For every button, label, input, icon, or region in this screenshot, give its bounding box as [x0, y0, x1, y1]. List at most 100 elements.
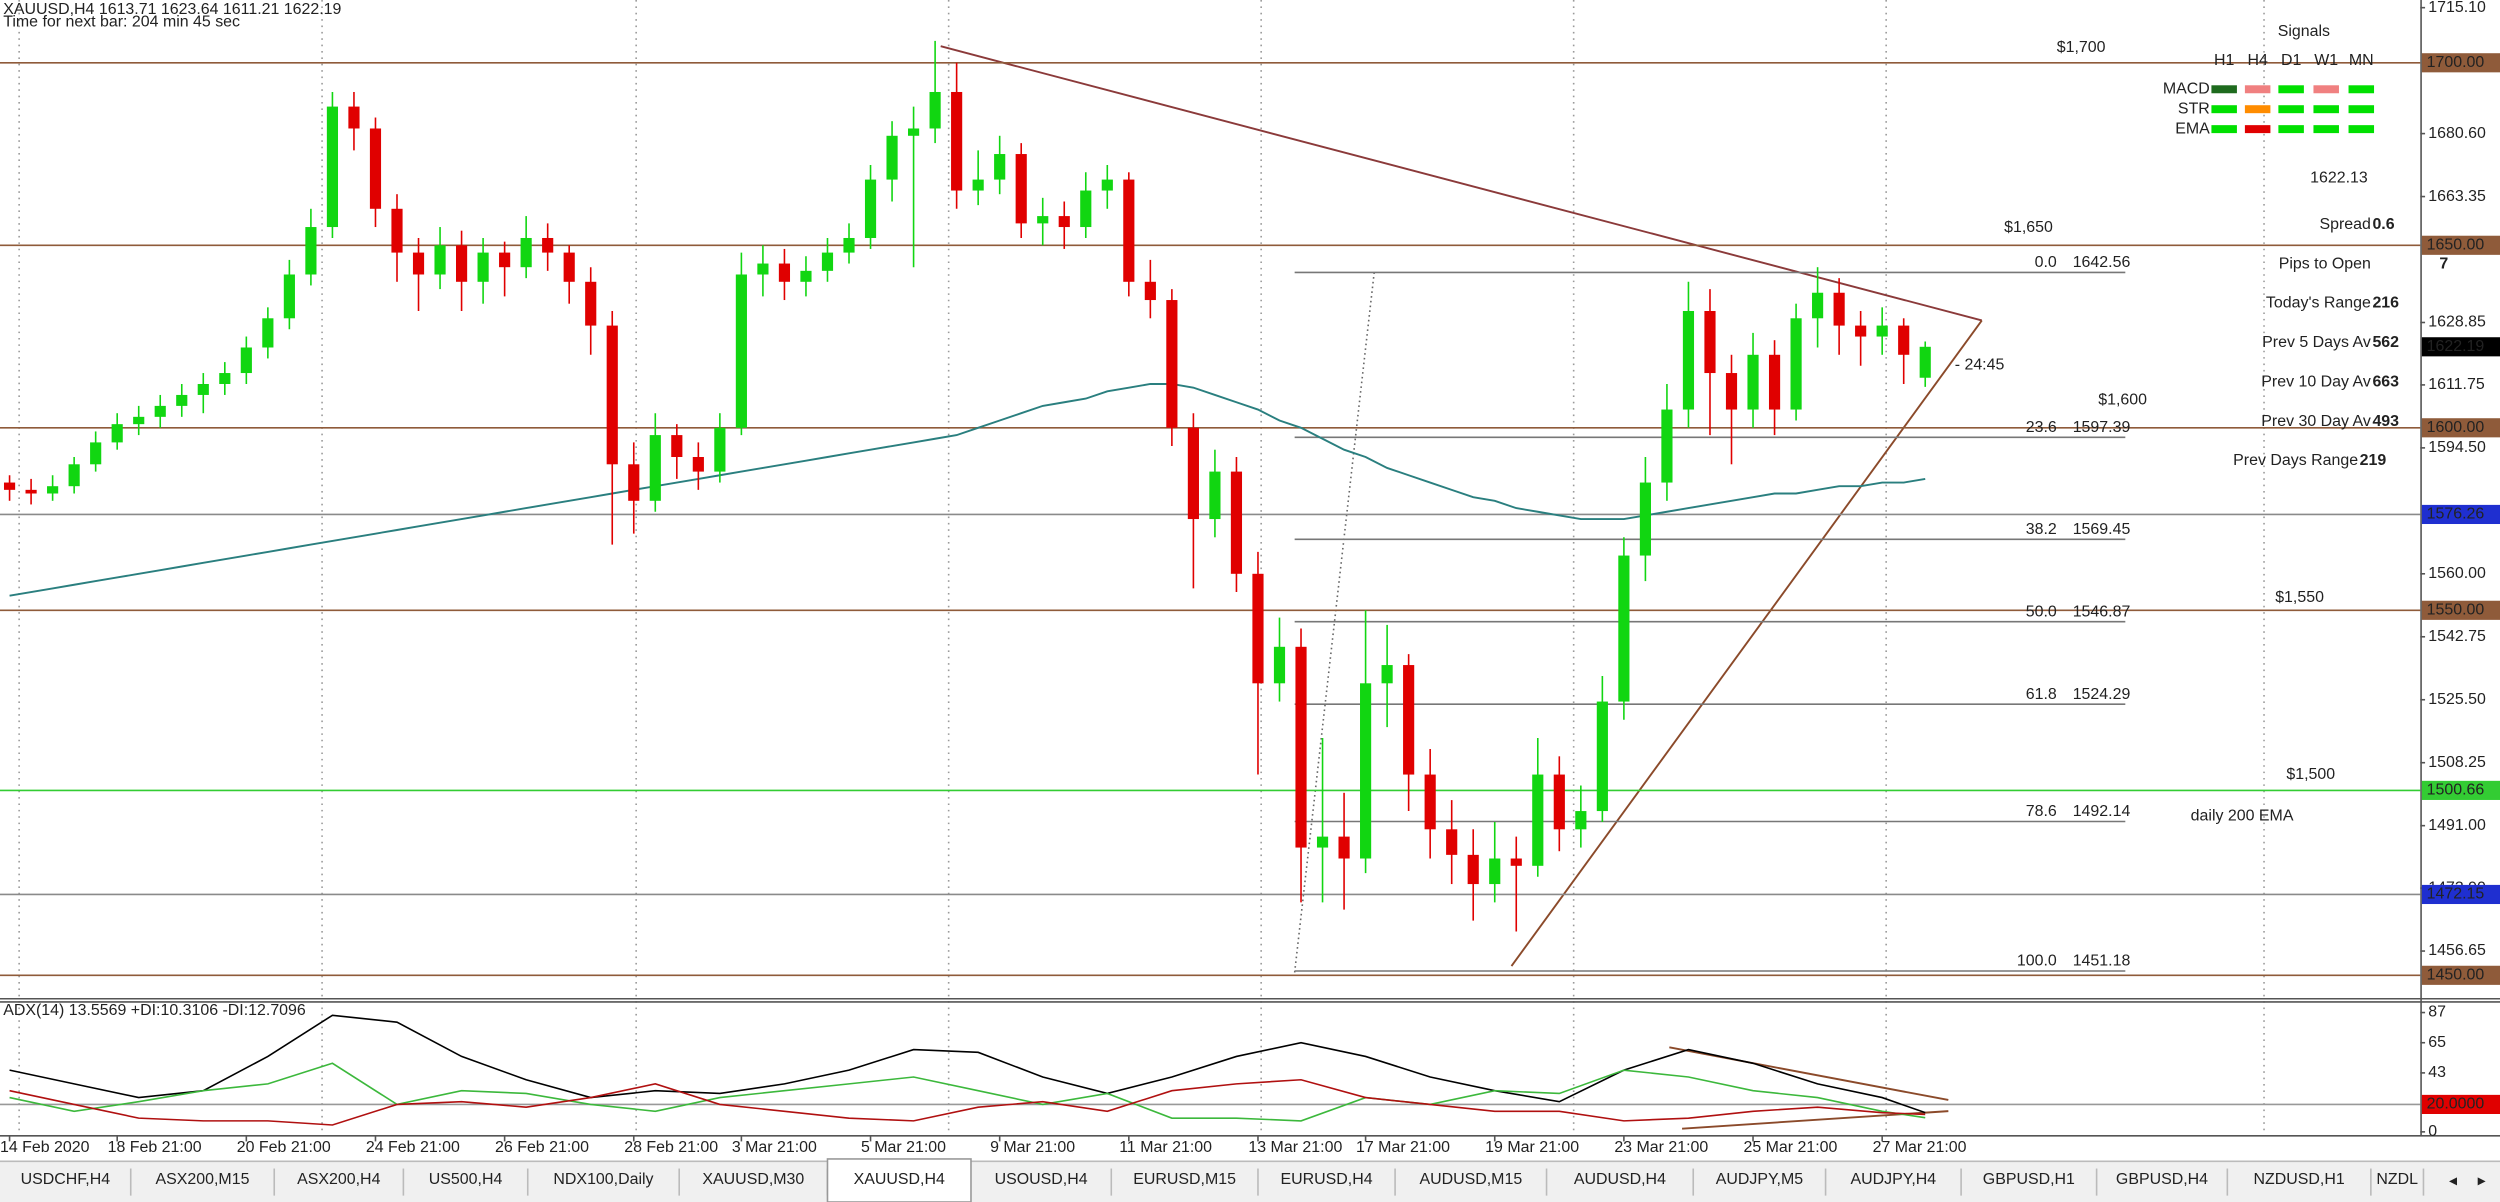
candle-body — [391, 208, 403, 253]
bid-box — [2421, 337, 2500, 357]
candle-body — [1596, 701, 1608, 812]
candle-body — [908, 128, 920, 136]
tab[interactable]: AUDJPY,M5 — [1716, 1171, 1804, 1188]
x-tick-label: 17 Mar 21:00 — [1356, 1139, 1450, 1156]
signal-cell — [2313, 105, 2339, 114]
candle-body — [972, 179, 984, 191]
y-tick-label: 1594.50 — [2428, 439, 2486, 456]
candle-body — [1510, 858, 1522, 866]
signal-cell — [2278, 125, 2304, 134]
info-label: Pips to Open — [2279, 255, 2371, 272]
candle-body — [821, 252, 834, 271]
signal-row-name: EMA — [2175, 120, 2210, 137]
x-tick-label: 20 Feb 21:00 — [237, 1139, 331, 1156]
candle-body — [1725, 373, 1738, 410]
x-tick-label: 24 Feb 21:00 — [366, 1139, 460, 1156]
tab[interactable]: NZDUSD,H1 — [2253, 1171, 2344, 1188]
x-tick-label: 13 Mar 21:00 — [1248, 1139, 1342, 1156]
adx-line — [9, 1062, 1926, 1122]
candle-body — [1015, 154, 1027, 224]
tab[interactable]: ASX200,H4 — [297, 1171, 380, 1188]
tab[interactable]: NZDL — [2376, 1171, 2418, 1188]
candle-body — [1618, 555, 1630, 702]
level-box — [2421, 53, 2500, 73]
level-label: 1550.00 — [2427, 602, 2485, 619]
tab-bar — [0, 1160, 2500, 1202]
level-annotation: $1,600 — [2098, 391, 2147, 408]
trend-line — [940, 45, 1983, 322]
candle-body — [843, 237, 855, 253]
tab[interactable]: EURUSD,M15 — [1133, 1171, 1236, 1188]
candle-body — [1080, 190, 1092, 228]
bar-timer: Time for next bar: 204 min 45 sec — [3, 14, 240, 31]
info-price: 1622.13 — [2310, 170, 2368, 187]
signal-cell — [2244, 125, 2271, 134]
fib-price: 1524.29 — [2073, 686, 2131, 703]
candle-body — [412, 252, 425, 275]
y-tick-label: 1680.60 — [2428, 125, 2486, 142]
tab-active-bg — [826, 1158, 972, 1202]
candle-body — [477, 252, 489, 282]
y-tick-label: 1663.35 — [2428, 188, 2486, 205]
candle-body — [25, 489, 37, 494]
candle-body — [1209, 471, 1221, 520]
tab[interactable]: EURUSD,H4 — [1280, 1171, 1372, 1188]
candle-body — [1144, 281, 1156, 301]
candle-body — [886, 135, 898, 180]
x-tick-label: 25 Mar 21:00 — [1743, 1139, 1837, 1156]
tab[interactable]: NDX100,Daily — [553, 1171, 653, 1188]
info-value: 663 — [2372, 373, 2399, 390]
candle-body — [1532, 774, 1544, 866]
fib-level: 61.8 — [2026, 686, 2057, 703]
signal-cell — [2244, 105, 2271, 114]
tab[interactable]: US500,H4 — [429, 1171, 503, 1188]
signal-cell — [2348, 105, 2375, 114]
tab[interactable]: USDCHF,H4 — [21, 1171, 111, 1188]
adx-tick-label: 65 — [2428, 1034, 2446, 1051]
candle-body — [1812, 292, 1824, 319]
tab[interactable]: XAUUSD,M30 — [702, 1171, 804, 1188]
tab[interactable]: XAUUSD,H4 — [854, 1171, 945, 1188]
y-tick-label: 1611.75 — [2428, 376, 2485, 393]
fib-level: 78.6 — [2026, 803, 2057, 820]
fib-level: 0.0 — [2035, 254, 2057, 271]
signal-cell — [2211, 105, 2237, 114]
signal-column: D1 — [2281, 52, 2302, 69]
candle-body — [262, 318, 274, 348]
candle-body — [1489, 858, 1501, 885]
candle-body — [1747, 354, 1759, 410]
tab[interactable]: AUDJPY,H4 — [1851, 1171, 1937, 1188]
moving-average — [9, 383, 1926, 597]
tab[interactable]: USOUSD,H4 — [995, 1171, 1088, 1188]
adx-level-label: 20.0000 — [2427, 1096, 2485, 1113]
candle-body — [542, 237, 554, 253]
candle-body — [563, 252, 575, 282]
candle-body — [1833, 292, 1845, 326]
candle-body — [692, 456, 704, 472]
x-tick-label: 5 Mar 21:00 — [861, 1139, 946, 1156]
scroll-right[interactable]: ▸ — [2478, 1172, 2486, 1189]
info-label: Prev 5 Days Av — [2262, 334, 2371, 351]
adx-tick-label: 43 — [2428, 1064, 2446, 1081]
info-value: 562 — [2372, 334, 2399, 351]
info-value: 493 — [2372, 413, 2399, 430]
tab[interactable]: AUDUSD,M15 — [1419, 1171, 1522, 1188]
tab[interactable]: GBPUSD,H4 — [2116, 1171, 2208, 1188]
fib-price: 1642.56 — [2073, 254, 2131, 271]
candle-body — [176, 394, 188, 406]
tab[interactable]: ASX200,M15 — [156, 1171, 250, 1188]
candle-body — [1403, 665, 1415, 775]
level-label: 1450.00 — [2427, 967, 2485, 984]
scroll-left[interactable]: ◂ — [2449, 1172, 2457, 1189]
candle-body — [283, 274, 295, 319]
candle-body — [68, 464, 80, 487]
tab[interactable]: GBPUSD,H1 — [1983, 1171, 2075, 1188]
candle-body — [1338, 836, 1350, 859]
candle-body — [1166, 300, 1178, 428]
tab[interactable]: AUDUSD,H4 — [1574, 1171, 1666, 1188]
adx-tick-label: 87 — [2428, 1004, 2446, 1021]
signal-row-name: STR — [2178, 100, 2210, 117]
x-tick-label: 26 Feb 21:00 — [495, 1139, 589, 1156]
candle-body — [1123, 179, 1135, 282]
